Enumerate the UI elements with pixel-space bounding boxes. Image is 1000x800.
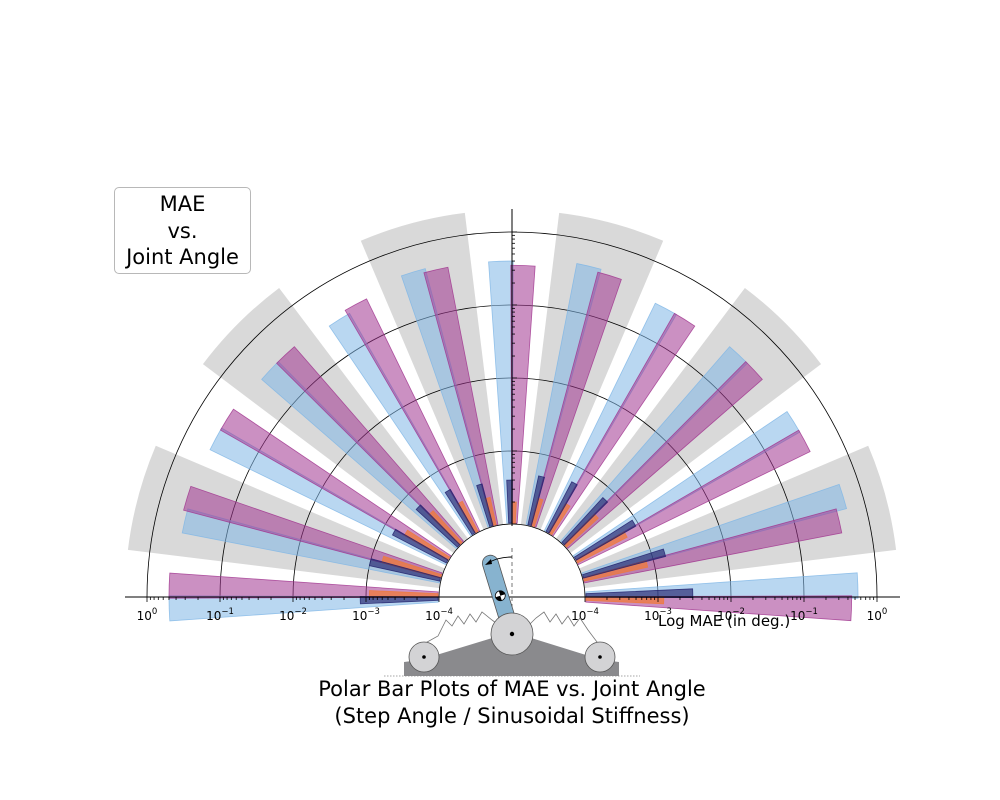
- subtitle-line: (Step Angle / Sinusoidal Stiffness): [334, 704, 690, 728]
- bar-series0-angle5: [527, 475, 546, 527]
- legend-box: MAE vs. Joint Angle: [114, 187, 251, 274]
- tick-label-left-0: 100: [137, 607, 158, 623]
- bar-series0-angle4: [545, 481, 578, 534]
- tick-label-right-1: 10−3: [644, 607, 672, 623]
- data-bars: [168, 260, 859, 622]
- legend-line-1: MAE: [159, 192, 206, 216]
- chart-title: Polar Bar Plots of MAE vs. Joint Angle (…: [212, 676, 812, 730]
- right-spring: [527, 611, 601, 647]
- tick-labels: 100 10−1 10−2 10−3 10−4 10−4 10−3 10−2 10−1 100: [137, 607, 888, 623]
- bar-series0-angle2: [573, 519, 637, 561]
- tick-label-right-3: 10−1: [790, 607, 818, 623]
- tick-label-left-4: 10−4: [425, 607, 453, 623]
- x-axis-label: Log MAE (in deg.): [658, 612, 791, 630]
- legend-line-3: Joint Angle: [126, 245, 239, 269]
- bar-series0-angle9: [415, 504, 461, 548]
- tick-label-right-4: 100: [867, 607, 888, 623]
- legend-line-2: vs.: [167, 218, 198, 243]
- tick-label-right-0: 10−4: [571, 607, 599, 623]
- tick-label-left-1: 10−1: [206, 607, 234, 623]
- tick-label-right-2: 10−2: [717, 607, 745, 623]
- robot-diagram: [384, 548, 640, 677]
- bar-series0-angle1: [582, 548, 667, 579]
- bar-series0-angle7: [476, 483, 494, 527]
- bar-series0-angle8: [444, 488, 476, 536]
- tick-label-left-2: 10−2: [279, 607, 307, 623]
- bar-series0-angle3: [561, 496, 609, 546]
- bar-series0-angle10: [391, 528, 449, 564]
- left-spring: [419, 611, 501, 647]
- title-line: Polar Bar Plots of MAE vs. Joint Angle: [318, 677, 706, 701]
- tick-label-left-3: 10−3: [352, 607, 380, 623]
- bar-series0-angle11: [368, 558, 442, 582]
